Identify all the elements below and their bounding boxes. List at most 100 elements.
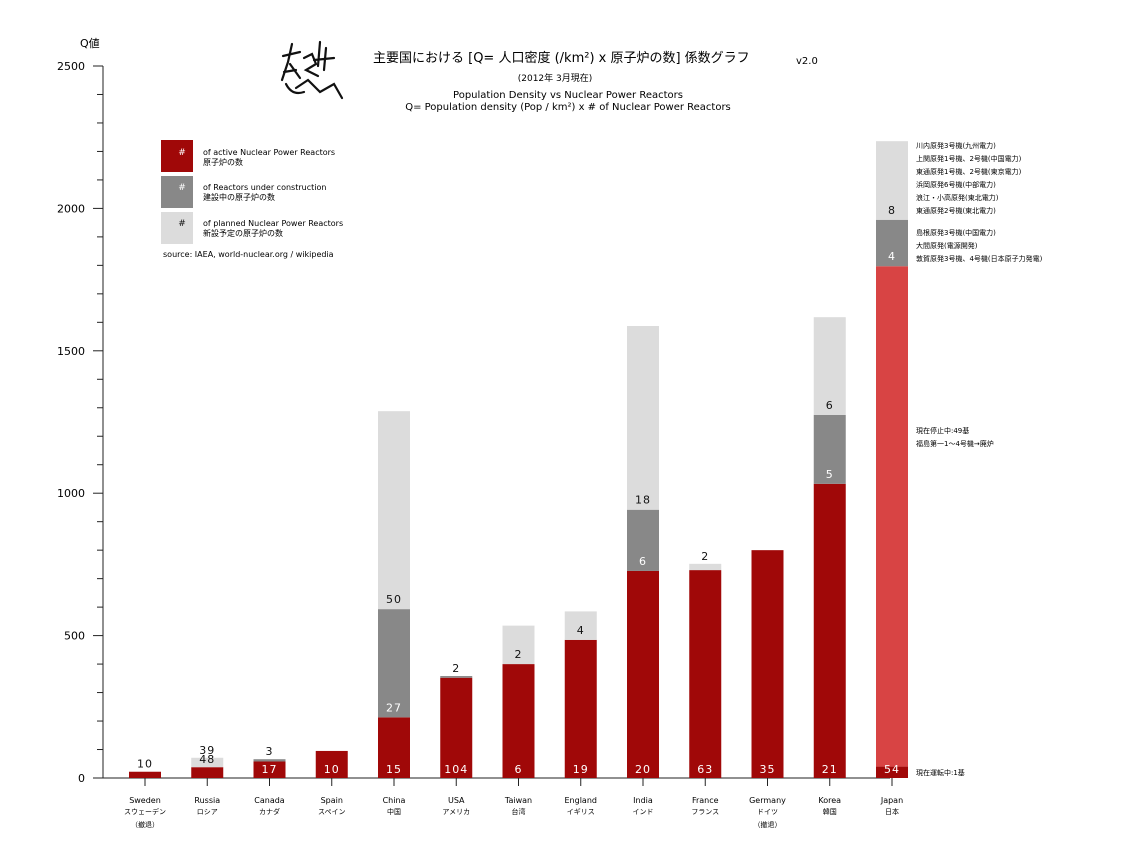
bar-active <box>689 570 722 778</box>
bar-label-construction: 2 <box>452 662 460 675</box>
legend-mark-active: # <box>178 148 186 158</box>
bar-label-active: 17 <box>262 763 278 776</box>
bar-label-planned: 8 <box>888 204 896 217</box>
bar-planned <box>876 141 908 220</box>
bar-planned <box>689 563 722 571</box>
bar-label-construction: 4 <box>888 250 896 263</box>
bar-label-active: 104 <box>444 763 468 776</box>
bar-label-active: 54 <box>884 763 900 776</box>
y-ticks: 0 500 1000 1500 2000 2500 <box>57 60 103 785</box>
x-label-ja: 韓国 <box>823 807 837 816</box>
legend-en-active: of active Nuclear Power Reactors <box>203 148 335 157</box>
bar-label-active: 19 <box>573 763 589 776</box>
x-label-en: Germany <box>749 796 786 805</box>
x-label-en: USA <box>448 796 465 805</box>
bar-active <box>440 677 473 778</box>
legend-swatch-construction <box>161 176 193 208</box>
bar-active <box>564 639 597 778</box>
bar-active <box>315 750 348 778</box>
bar-construction <box>627 509 659 571</box>
bar-active <box>253 761 286 778</box>
y-tick-label: 2500 <box>57 60 85 73</box>
bar-japan-running <box>876 766 908 778</box>
japan-note-planned-4: 浜岡原発6号機(中部電力) <box>916 180 996 189</box>
japan-note-planned-2: 上関原発1号機、2号機(中国電力) <box>916 154 1022 163</box>
legend-swatch-active <box>161 140 193 172</box>
japan-note-planned-6: 東通原発2号機(東北電力) <box>916 206 996 215</box>
bar-planned <box>627 326 659 510</box>
x-label-en: Canada <box>254 796 285 805</box>
bar-label-construction: 27 <box>386 701 402 714</box>
x-label-en: Sweden <box>129 796 161 805</box>
japan-note-stopped-1: 現在停止中:49基 <box>916 426 969 435</box>
y-tick-label: 0 <box>78 772 85 785</box>
x-label-ja: ドイツ <box>757 808 778 816</box>
chart-title: 主要国における [Q= 人口密度 (/km²) x 原子炉の数] 係数グラフ <box>373 50 750 66</box>
x-label-en: China <box>383 796 406 805</box>
japan-note-construction-3: 敦賀原発3号機、4号機(日本原子力発電) <box>916 254 1043 263</box>
bar-label-active: 10 <box>137 758 153 771</box>
japan-note-stopped-2: 福島第一1〜4号機→廃炉 <box>916 439 994 448</box>
y-axis-label: Q値 <box>80 37 100 50</box>
subtitle-en-2: Q= Population density (Pop / km²) x # of… <box>405 102 731 113</box>
japan-notes: 川内原発3号機(九州電力) 上関原発1号機、2号機(中国電力) 東通原発1号機、… <box>916 141 1043 777</box>
legend-ja-construction: 建設中の原子炉の数 <box>203 192 275 202</box>
x-label-en: Russia <box>194 796 220 805</box>
x-label-ja: ロシア <box>197 808 218 816</box>
bar-planned <box>191 757 224 768</box>
bar-label-planned: 2 <box>701 550 709 563</box>
legend: # of active Nuclear Power Reactors 原子炉の数… <box>161 140 343 259</box>
bar-active <box>627 570 659 778</box>
x-label-ja: インド <box>633 808 654 816</box>
legend-mark-construction: # <box>178 183 186 193</box>
bar-construction <box>876 219 908 267</box>
bar-active <box>751 550 784 778</box>
bar-construction <box>440 676 473 678</box>
y-tick-label: 2000 <box>57 202 85 215</box>
x-label-en: France <box>692 796 719 805</box>
y-tick-label: 1500 <box>57 345 85 358</box>
x-label-en: Spain <box>321 796 343 805</box>
x-label-en: Taiwan <box>504 796 532 805</box>
bar-japan-stopped <box>876 266 908 767</box>
bar-active <box>191 767 224 778</box>
bar-label-active: 6 <box>515 763 523 776</box>
bar-active <box>378 717 410 778</box>
x-label-ja: 中国 <box>387 807 401 816</box>
x-label-ja: カナダ <box>259 807 280 816</box>
chart-version: v2.0 <box>796 56 818 67</box>
legend-ja-planned: 新設予定の原子炉の数 <box>203 228 283 238</box>
chart-date: (2012年 3月現在) <box>518 72 593 84</box>
bar-label-planned: 2 <box>515 648 523 661</box>
x-label-ja: 日本 <box>885 807 899 816</box>
bar-label-construction: 5 <box>826 468 834 481</box>
japan-note-planned-5: 浪江・小高原発(東北電力) <box>916 193 999 202</box>
japan-note-running: 現在運転中:1基 <box>916 768 965 777</box>
legend-en-construction: of Reactors under construction <box>203 183 326 192</box>
legend-source: source: IAEA, world-nuclear.org / wikipe… <box>163 250 334 259</box>
bar-label-active: 63 <box>697 763 713 776</box>
bar-label-active: 48 <box>199 753 215 766</box>
bar-label-planned: 50 <box>386 593 402 606</box>
x-label-en: India <box>633 796 653 805</box>
bar-planned <box>378 411 410 610</box>
bar-label-planned: 39 <box>199 744 215 757</box>
x-label-ja: アメリカ <box>442 808 470 816</box>
bar-construction <box>253 759 286 762</box>
bar-label-active: 15 <box>386 763 402 776</box>
bar-construction <box>378 609 410 718</box>
bar-label-construction: 6 <box>639 555 647 568</box>
y-tick-label: 500 <box>64 630 85 643</box>
bar-active <box>502 664 535 778</box>
legend-en-planned: of planned Nuclear Power Reactors <box>203 219 343 228</box>
legend-swatch-planned <box>161 212 193 244</box>
x-label-note: （撤退） <box>754 820 782 829</box>
japan-note-construction-2: 大間原発(電源開発) <box>916 241 978 250</box>
bar-label-planned: 18 <box>635 494 651 507</box>
bar-planned <box>813 317 846 415</box>
x-label-ja: スウェーデン <box>124 807 166 816</box>
x-label-ja: イギリス <box>567 808 595 816</box>
bar-active <box>129 771 161 778</box>
